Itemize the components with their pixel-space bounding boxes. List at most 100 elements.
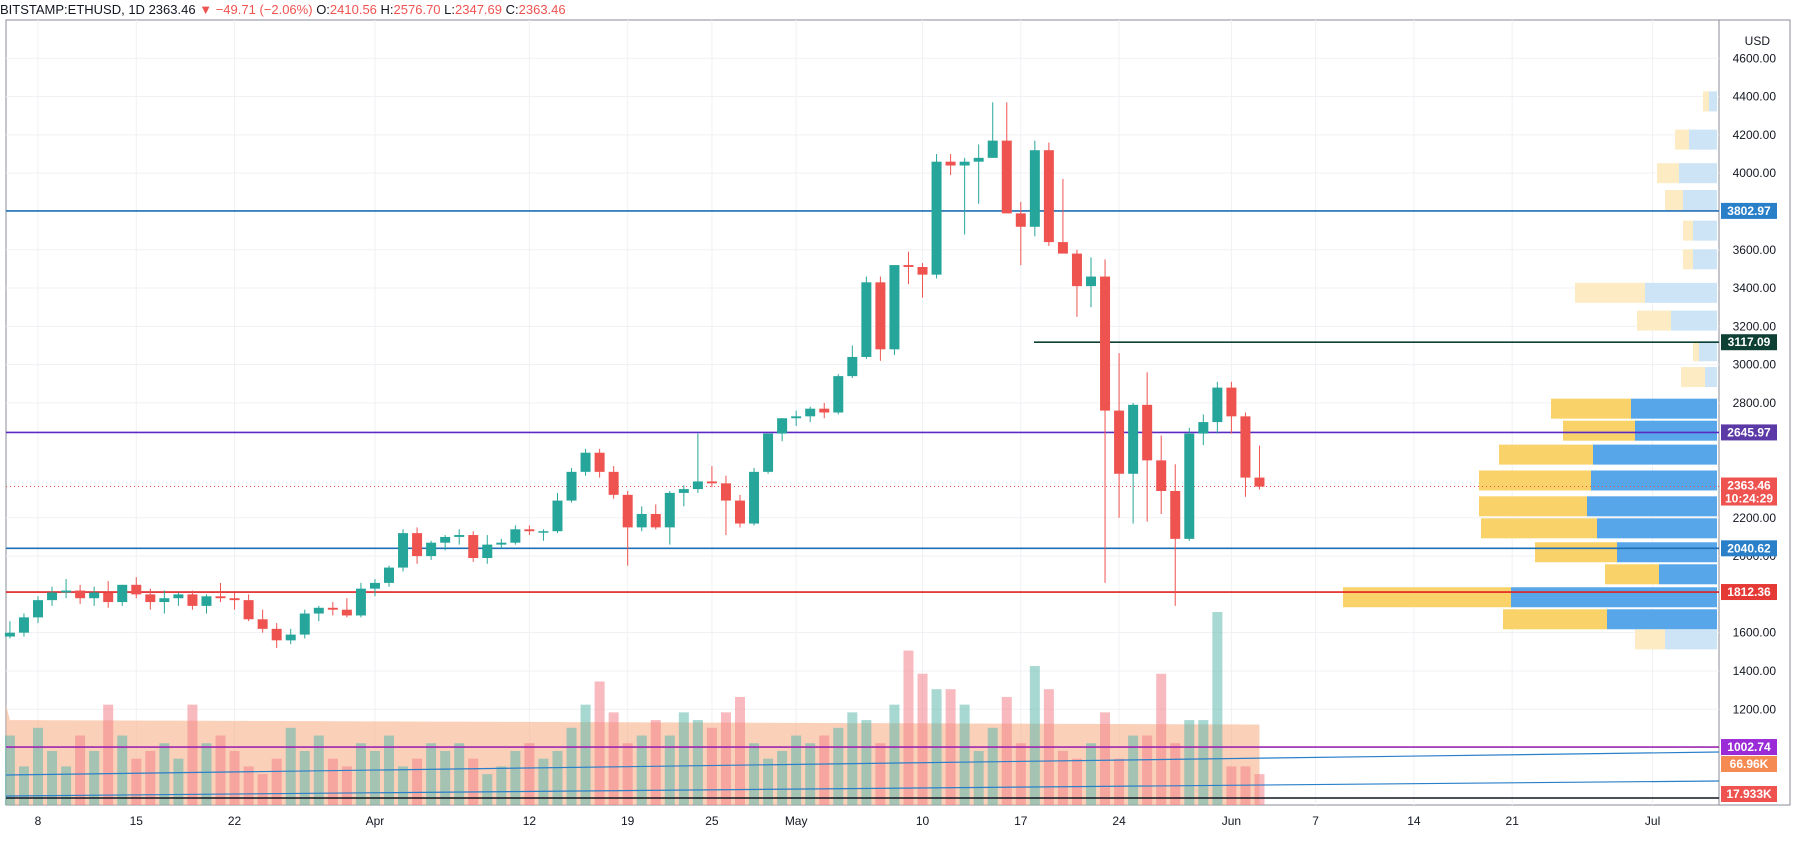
profile-sell-bar (1689, 129, 1717, 150)
candle-body (229, 598, 240, 601)
x-tick-label: 12 (523, 814, 537, 828)
x-tick-label: 15 (130, 814, 144, 828)
profile-sell-bar (1693, 220, 1717, 241)
volume-tag (1721, 786, 1777, 802)
candle-body (1170, 491, 1181, 539)
volume-bar (791, 735, 802, 805)
candle-body (496, 542, 507, 545)
candle-body (327, 607, 338, 610)
volume-bar (61, 766, 72, 805)
volume-bar (159, 743, 170, 805)
candles (4, 102, 1265, 648)
volume-bar (552, 750, 563, 805)
x-tick-label: 17 (1014, 814, 1028, 828)
profile-buy-bar (1657, 163, 1679, 184)
volume-bar (1071, 758, 1082, 805)
profile-sell-bar (1699, 341, 1717, 362)
profile-buy-bar (1675, 129, 1689, 150)
candle-body (959, 161, 970, 166)
volume-tag-label: 66.96K (1730, 757, 1769, 771)
x-tick-label: 19 (621, 814, 635, 828)
volume-bar (299, 750, 310, 805)
profile-buy-bar (1343, 587, 1511, 608)
candle-body (440, 536, 451, 543)
profile-sell-bar (1587, 496, 1717, 517)
close-value: 2363.46 (518, 2, 566, 17)
profile-sell-bar (1683, 189, 1717, 210)
volume-bar (440, 750, 451, 805)
volume-bar (1114, 758, 1125, 805)
candle-body (18, 617, 29, 633)
candle-body (973, 157, 984, 162)
volume-bar (664, 735, 675, 805)
profile-sell-bar (1679, 163, 1717, 184)
volume-bar (243, 766, 254, 805)
candle-body (903, 265, 914, 267)
candle-body (580, 452, 591, 472)
candle-body (1100, 276, 1111, 411)
price-level-label: 2645.97 (1727, 425, 1771, 439)
profile-buy-bar (1683, 220, 1693, 241)
candle-body (75, 590, 86, 599)
y-tick-label: 1400.00 (1733, 664, 1777, 678)
candle-body (678, 489, 689, 493)
trend-line-upper (5, 751, 1720, 776)
low-label: L: (444, 2, 456, 17)
volume-bar (229, 750, 240, 805)
volume-bar (973, 750, 984, 805)
candle-body (1212, 387, 1223, 423)
candle-body (215, 596, 226, 599)
candle-body (945, 161, 956, 166)
candle-body (1156, 460, 1167, 491)
candle-body (1015, 213, 1026, 227)
low-value: 2347.69 (455, 2, 503, 17)
candle-body (847, 356, 858, 377)
volume-bar (454, 743, 465, 805)
candle-body (33, 600, 43, 618)
countdown-label: 10:24:29 (1725, 492, 1773, 506)
profile-sell-bar (1665, 629, 1717, 650)
x-tick-label: 22 (228, 814, 242, 828)
price-level-tag (1721, 584, 1777, 601)
price-tags: 3802.97 3117.09 2645.97 2040.62 1812.36 1002.… (1721, 202, 1777, 802)
candle-body (4, 632, 15, 637)
y-tick-label: 4400.00 (1733, 90, 1777, 104)
volume-bar (594, 681, 605, 805)
volume-bar (355, 743, 366, 805)
profile-sell-bar (1591, 470, 1717, 491)
candle-body (987, 140, 998, 158)
y-tick-label: 4200.00 (1733, 128, 1777, 142)
profile-sell-bar (1593, 444, 1717, 465)
current-price-label: 2363.46 (1727, 479, 1771, 493)
volume-bar (482, 774, 493, 805)
candle-body (299, 613, 310, 635)
price-level-tag (1721, 202, 1777, 219)
price-level-label: 2040.62 (1727, 541, 1771, 555)
candle-body (1128, 404, 1139, 474)
symbol-name[interactable]: BITSTAMP:ETHUSD, 1D (0, 2, 145, 17)
trend-line-lower (5, 780, 1720, 797)
high-label: H: (380, 2, 394, 17)
candle-body (1226, 387, 1237, 417)
profile-sell-bar (1617, 542, 1717, 563)
candle-body (159, 598, 170, 603)
candle-body (594, 452, 605, 472)
volume-bar (89, 750, 100, 805)
open-value: 2410.56 (329, 2, 377, 17)
y-tick-label: 3200.00 (1733, 319, 1777, 333)
price-level-tag (1721, 739, 1777, 756)
candle-body (173, 594, 184, 599)
candle-body (861, 282, 872, 357)
profile-buy-bar (1681, 367, 1705, 388)
profile-sell-bar (1705, 367, 1717, 388)
volume-bar (1001, 696, 1012, 805)
x-tick-label: 7 (1312, 814, 1319, 828)
candle-body (706, 481, 717, 484)
profile-sell-bar (1671, 310, 1717, 331)
candle-body (833, 376, 844, 413)
y-tick-label: 4000.00 (1733, 166, 1777, 180)
volume-bar (1170, 743, 1181, 805)
profile-buy-bar (1551, 398, 1631, 419)
volume-bar (1254, 774, 1265, 805)
